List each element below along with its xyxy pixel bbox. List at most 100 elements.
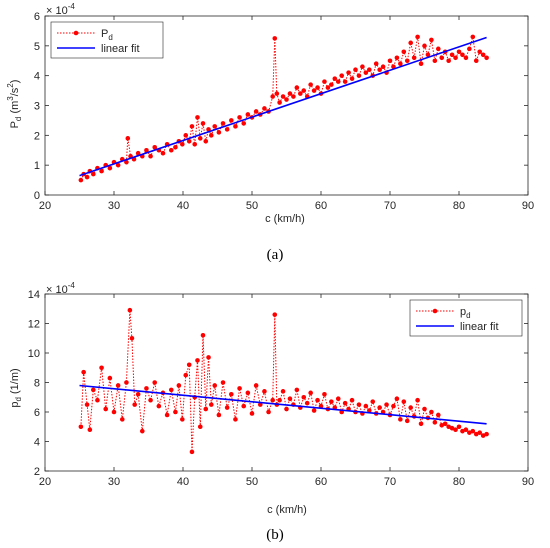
- y-exponent-label: × 10-4: [46, 281, 75, 296]
- series-point: [91, 171, 96, 177]
- series-point: [418, 421, 424, 427]
- series-point: [212, 124, 218, 129]
- series-point: [229, 392, 234, 397]
- series-point: [432, 420, 438, 425]
- series-point: [115, 162, 121, 168]
- series-point: [473, 58, 479, 64]
- series-point: [99, 168, 104, 174]
- series-point: [272, 312, 278, 317]
- series-point: [401, 399, 407, 404]
- series-point: [329, 399, 334, 404]
- series-point: [398, 61, 403, 67]
- plot-series-group: [78, 307, 489, 455]
- series-point: [453, 427, 458, 432]
- series-point: [356, 402, 362, 407]
- legend-label: pd: [460, 306, 471, 320]
- y-tick-label: 6: [34, 407, 40, 419]
- plot-series-group: [78, 34, 489, 183]
- series-point: [277, 397, 282, 403]
- x-tick-label: 50: [246, 200, 258, 212]
- y-exponent-label: × 10-4: [46, 2, 75, 17]
- series-point: [148, 397, 153, 403]
- series-point: [418, 61, 424, 67]
- series-point: [304, 400, 310, 406]
- series-point: [436, 412, 441, 418]
- x-tick-label: 80: [453, 476, 465, 488]
- series-point: [156, 403, 162, 409]
- series-point: [84, 174, 90, 180]
- series-point: [415, 397, 420, 403]
- series-point: [78, 177, 84, 183]
- series-point: [176, 383, 182, 388]
- series-point: [103, 406, 109, 412]
- series-point: [456, 49, 462, 55]
- series-point: [197, 136, 203, 141]
- series-point: [322, 392, 327, 397]
- series-point: [446, 424, 451, 430]
- series-point: [380, 64, 386, 70]
- x-tick-label: 60: [315, 200, 327, 212]
- y-tick-label: 6: [34, 11, 40, 23]
- y-tick-label: 3: [34, 101, 40, 113]
- series-point: [245, 390, 251, 396]
- series-point: [277, 100, 282, 105]
- series-point: [241, 403, 247, 409]
- series-point: [253, 109, 259, 114]
- series-point: [152, 380, 158, 385]
- series-point: [470, 34, 476, 40]
- series-point: [394, 55, 400, 61]
- series-point: [456, 424, 462, 430]
- series-point: [224, 127, 230, 132]
- legend-marker: [432, 308, 438, 314]
- series-point: [195, 358, 200, 363]
- series-point: [160, 150, 166, 156]
- series-point: [325, 85, 331, 90]
- series-point: [460, 428, 465, 434]
- series-point: [363, 403, 369, 409]
- series-point: [308, 390, 313, 396]
- series-point: [272, 36, 278, 41]
- x-tick-label: 20: [39, 476, 51, 488]
- series-point: [212, 383, 218, 388]
- series-point: [318, 403, 324, 409]
- y-tick-label: 1: [34, 160, 40, 172]
- series-point: [132, 402, 137, 407]
- series-point: [237, 386, 242, 391]
- series-point: [373, 61, 379, 67]
- x-tick-label: 40: [177, 476, 189, 488]
- y-exponent-power: -4: [68, 2, 76, 11]
- series-point: [480, 52, 486, 58]
- series-point: [429, 409, 434, 415]
- series-point: [322, 79, 327, 84]
- series-point: [237, 115, 242, 120]
- caption-b: (b): [266, 527, 284, 543]
- series-point: [429, 37, 434, 43]
- series-point: [168, 147, 174, 153]
- legend-box: [50, 21, 164, 59]
- series-point: [173, 144, 178, 150]
- x-tick-label: 90: [522, 200, 534, 212]
- x-tick-label: 40: [177, 200, 189, 212]
- series-point: [287, 91, 293, 96]
- series-point: [335, 79, 341, 84]
- series-point: [274, 91, 280, 96]
- series-point: [220, 121, 226, 126]
- series-point: [311, 88, 317, 93]
- series-point: [377, 405, 382, 410]
- series-point: [107, 375, 113, 381]
- series-point: [200, 333, 206, 338]
- series-point: [229, 118, 234, 123]
- series-point: [284, 97, 289, 102]
- series-point: [186, 362, 192, 368]
- y-tick-label: 10: [28, 348, 40, 360]
- series-point: [200, 121, 206, 126]
- series-point: [367, 408, 372, 413]
- series-point: [119, 417, 125, 422]
- series-point: [183, 372, 189, 378]
- series-point: [287, 396, 293, 402]
- series-point: [224, 405, 230, 410]
- y-tick-label: 2: [34, 130, 40, 142]
- series-point: [315, 397, 320, 403]
- series-point: [360, 64, 365, 70]
- series-point: [335, 396, 341, 402]
